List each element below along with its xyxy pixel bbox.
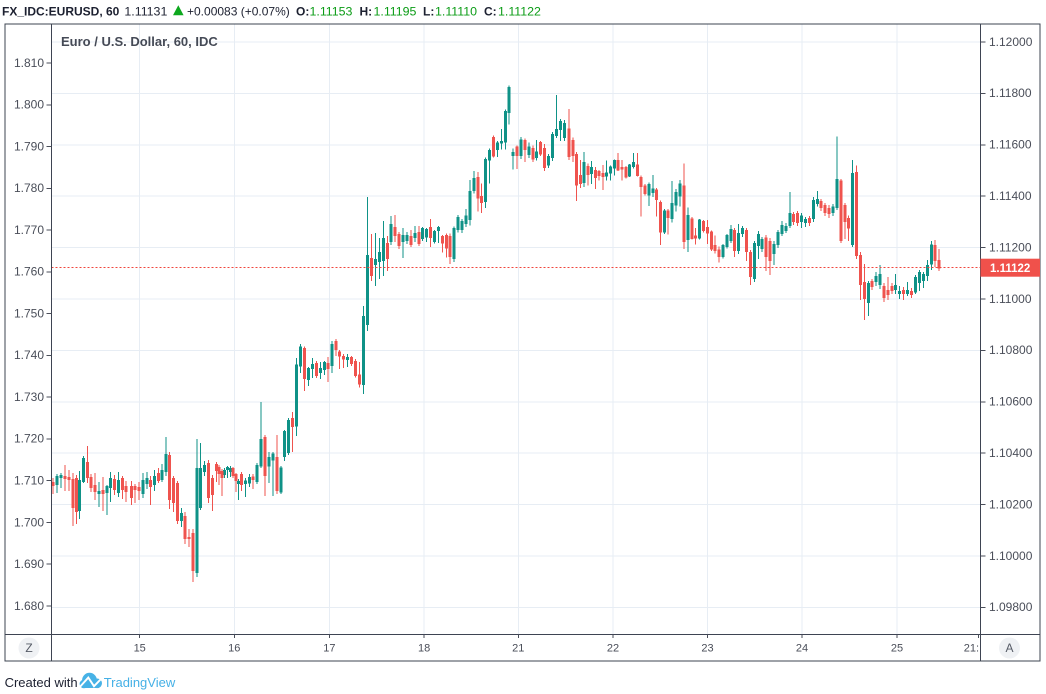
svg-text:Euro / U.S. Dollar, 60, IDC: Euro / U.S. Dollar, 60, IDC <box>61 34 218 49</box>
svg-text:1.700: 1.700 <box>14 515 44 529</box>
svg-text:FX_IDC:EURUSD, 60: FX_IDC:EURUSD, 60 <box>2 5 120 19</box>
svg-text:1.10200: 1.10200 <box>989 497 1033 511</box>
svg-text:1.10400: 1.10400 <box>989 446 1033 460</box>
svg-text:Created with: Created with <box>5 675 78 690</box>
svg-text:1.11200: 1.11200 <box>989 240 1032 254</box>
svg-text:1.760: 1.760 <box>14 265 44 279</box>
svg-text:1.800: 1.800 <box>14 98 44 112</box>
svg-text:1.690: 1.690 <box>14 557 44 571</box>
svg-text:1.09800: 1.09800 <box>989 600 1033 614</box>
svg-text:1.710: 1.710 <box>14 474 44 488</box>
svg-text:25: 25 <box>891 643 903 655</box>
svg-text:1.750: 1.750 <box>14 306 44 320</box>
svg-text:17: 17 <box>323 643 335 655</box>
svg-text:1.11131: 1.11131 <box>124 5 167 19</box>
svg-text:+0.00083 (+0.07%): +0.00083 (+0.07%) <box>187 5 290 19</box>
svg-text:1.10000: 1.10000 <box>989 549 1033 563</box>
svg-text:1.770: 1.770 <box>14 223 44 237</box>
svg-text:1.11110: 1.11110 <box>435 5 477 19</box>
svg-text:A: A <box>1005 641 1013 655</box>
svg-text:1.780: 1.780 <box>14 181 44 195</box>
svg-text:24: 24 <box>796 643 808 655</box>
svg-text:1.11400: 1.11400 <box>989 189 1032 203</box>
svg-text:1.680: 1.680 <box>14 599 44 613</box>
svg-text:16: 16 <box>228 643 240 655</box>
svg-text:1.11122: 1.11122 <box>990 263 1030 275</box>
svg-text:H:: H: <box>360 5 373 19</box>
svg-text:1.11800: 1.11800 <box>989 86 1032 100</box>
svg-text:22: 22 <box>607 643 619 655</box>
svg-text:21: 21 <box>512 643 524 655</box>
svg-text:TradingView: TradingView <box>104 675 176 690</box>
svg-text:1.11600: 1.11600 <box>989 138 1032 152</box>
svg-text:1.12000: 1.12000 <box>989 35 1033 49</box>
svg-text:1.810: 1.810 <box>14 56 44 70</box>
svg-text:1.11195: 1.11195 <box>374 5 417 19</box>
svg-text:1.740: 1.740 <box>14 348 44 362</box>
svg-text:O:: O: <box>296 5 309 19</box>
svg-text:1.10800: 1.10800 <box>989 343 1033 357</box>
svg-text:1.11122: 1.11122 <box>498 5 541 19</box>
svg-text:1.10600: 1.10600 <box>989 395 1033 409</box>
svg-text:Z: Z <box>25 641 32 655</box>
svg-text:L:: L: <box>423 5 434 19</box>
svg-text:C:: C: <box>484 5 497 19</box>
svg-text:1.730: 1.730 <box>14 390 44 404</box>
svg-text:18: 18 <box>418 643 430 655</box>
svg-text:1.11000: 1.11000 <box>989 292 1032 306</box>
svg-text:1.790: 1.790 <box>14 139 44 153</box>
svg-text:21:: 21: <box>964 643 979 655</box>
svg-text:15: 15 <box>134 643 146 655</box>
svg-text:1.11153: 1.11153 <box>310 5 353 19</box>
svg-text:23: 23 <box>701 643 713 655</box>
svg-text:1.720: 1.720 <box>14 432 44 446</box>
